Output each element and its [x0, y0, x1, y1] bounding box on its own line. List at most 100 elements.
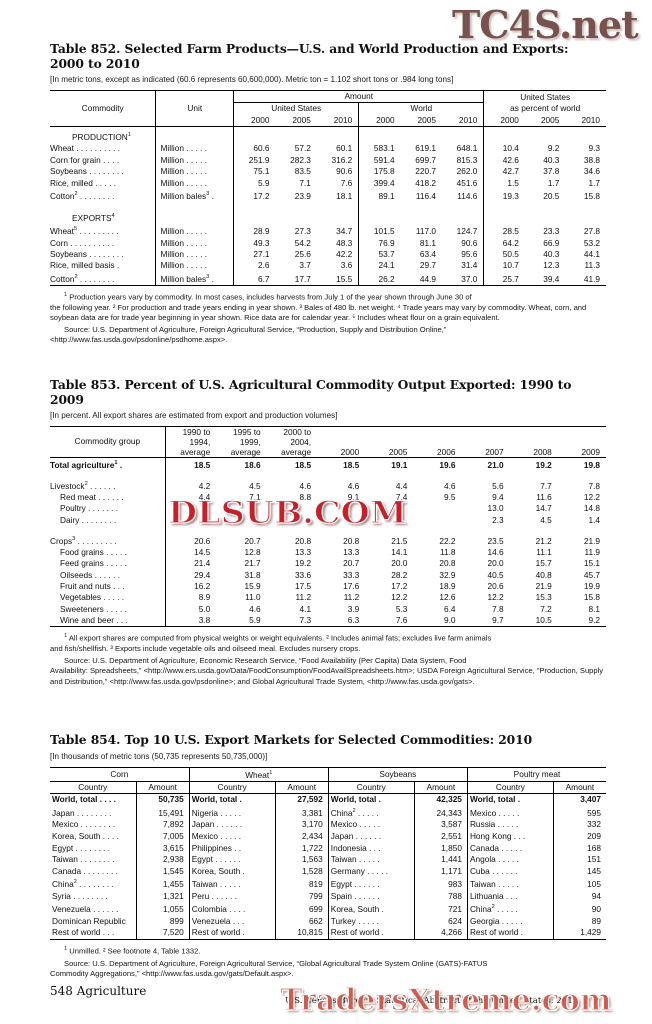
cell-value: 5.9: [249, 614, 261, 625]
cell-us: 90.6: [336, 166, 353, 177]
col-header-2007: 2007: [485, 447, 504, 457]
col-header-avg-1995-1999: 1995 to 1999, average: [230, 427, 261, 457]
cell-amount: 15,491: [135, 806, 190, 820]
cell-value: 9.7: [492, 614, 504, 625]
cell-value: 11.6: [536, 492, 552, 503]
cell-amount: 42,325: [413, 793, 468, 807]
cell-pct: 38.8: [583, 154, 600, 165]
table-854-footnotes: 1 Unmilled. ² See footnote 4, Table 1332…: [50, 945, 488, 978]
row-label: Livestock2 . . . . . .: [50, 480, 116, 491]
cell-world: 399.4: [358, 177, 401, 190]
row-label-commodity: Corn . . . . . . . . . .: [50, 237, 115, 248]
col-header-us-2000: 2000: [233, 114, 276, 127]
table-852-header-row-1: Commodity Unit Amount United States as p…: [50, 90, 606, 127]
cell-pct: 25.7: [483, 271, 525, 286]
cell-pct: 66.9: [543, 237, 560, 248]
section-header-row: PRODUCTION1: [50, 126, 606, 144]
cell-us: 60.6: [233, 143, 276, 155]
cell-value: 5.6: [492, 480, 504, 491]
table-853-headnote: [In percent. All export shares are estim…: [50, 411, 338, 420]
row-label: Food grains . . . . .: [60, 547, 127, 558]
cell-pct: 39.4: [543, 273, 560, 284]
table-row: Wine and beer . . . 3.8 5.9 7.3 6.3 7.6 9.0 9.…: [50, 614, 606, 627]
cell-value: 13.3: [294, 547, 312, 558]
cell-amount: 7,520: [135, 927, 190, 940]
row-label: Fruit and nuts . . .: [60, 580, 125, 591]
subheader-amount-wheat: Amount: [274, 781, 329, 794]
table-853-footnotes: 1 All export shares are computed from ph…: [50, 633, 604, 686]
cell-world: 53.7: [358, 248, 401, 261]
col-header-world: World: [358, 102, 484, 115]
row-label: Oilseeds . . . . . .: [60, 569, 120, 580]
cell-country: Angola . . . . .: [466, 854, 554, 866]
cell-country: Indonesia . . .: [327, 842, 415, 855]
cell-value: 12.2: [583, 492, 600, 503]
cell-value: 20.6: [164, 526, 217, 548]
cell-us: 3.6: [340, 260, 353, 271]
cell-value: 4.6: [443, 480, 456, 491]
cell-value: 15.9: [244, 580, 261, 591]
col-header-pct-2010: 2010: [581, 114, 600, 125]
cell-value: 9.2: [588, 614, 600, 625]
cell-country: Canada . . . . . . . .: [52, 865, 118, 876]
cell-amount: 1,441: [413, 854, 468, 866]
cell-world: 116.4: [415, 190, 436, 201]
cell-amount: 4,266: [413, 927, 468, 940]
row-label-commodity: Soybeans . . . . . . . .: [50, 248, 124, 259]
cell-country: Philippines . .: [188, 842, 276, 855]
cell-us: 27.3: [294, 226, 311, 237]
cell-value: [216, 515, 266, 526]
cell-country: Peru . . . . . .: [188, 890, 276, 903]
col-header-commodity: Commodity: [81, 102, 124, 113]
cell-country: Taiwan . . . . . . . .: [52, 854, 115, 865]
row-label: Sweeteners . . . . .: [60, 603, 127, 614]
cell-country: Egypt . . . . . .: [327, 877, 415, 891]
cell-amount: 3,615: [135, 842, 190, 855]
cell-value: 20.8: [294, 535, 312, 546]
cell-world: 81.1: [419, 237, 436, 248]
cell-us: 6.7: [233, 271, 276, 286]
col-header-us-pct-world: United States as percent of world: [483, 90, 606, 115]
table-row: Vegetables . . . . . 8.9 11.0 11.2 11.2 12.2…: [50, 592, 606, 604]
table-row: Soybeans . . . . . . . . Million . . . .…: [50, 166, 606, 178]
cell-country: Canada . . . . .: [466, 842, 554, 855]
cell-country: Venezuela . . .: [188, 915, 276, 928]
table-854-headnote: [In thousands of metric tons (50,735 rep…: [50, 751, 268, 761]
cell-value: 20.8: [343, 535, 360, 546]
cell-world: 175.8: [358, 166, 401, 178]
cell-us: 83.5: [294, 166, 311, 177]
cell-amount: 3,407: [552, 793, 606, 807]
cell-country: China2 . . . . .: [466, 902, 554, 916]
row-label: Dairy . . . . . . . .: [60, 514, 117, 525]
cell-value: [164, 503, 217, 515]
cell-country: Taiwan . . . . .: [327, 854, 415, 866]
cell-value: 20.7: [244, 535, 261, 546]
cell-amount: 3,170: [274, 819, 329, 831]
page-number-footer: 548 Agriculture: [50, 984, 147, 998]
cell-country: Rest of world .: [466, 927, 554, 940]
cell-us: 316.2: [331, 154, 353, 165]
cell-country: Russia . . . . .: [466, 819, 554, 831]
cell-amount: 7,892: [135, 819, 190, 831]
cell-value: 11.2: [343, 592, 360, 603]
cell-value: [365, 515, 413, 526]
cell-value: 7.7: [540, 480, 552, 491]
cell-country: Mexico . . . . .: [188, 831, 276, 843]
cell-world: 619.1: [415, 143, 436, 154]
cell-country: Lithuania . . .: [466, 890, 554, 903]
cell-amount: 50,735: [135, 793, 190, 807]
cell-value: 20.0: [391, 558, 408, 569]
table-row: Feed grains . . . . . 21.4 21.7 19.2 20.7 20…: [50, 558, 606, 570]
table-row: Taiwan . . . . . . . . 2,938 Egypt . . . …: [50, 854, 606, 866]
cell-world: 124.7: [456, 226, 478, 237]
cell-value: 18.5: [164, 457, 217, 472]
cell-value: 22.2: [439, 535, 456, 546]
col-header-amount: Amount: [233, 90, 484, 103]
cell-country: Egypt . . . . . . . .: [52, 842, 111, 853]
cell-value: 40.8: [535, 569, 552, 580]
table-row: Crops3 . . . . . . . . . 20.6 20.7 20.8 20.…: [50, 526, 606, 548]
subheader-country-poultry: Country: [466, 781, 554, 794]
cell-value: 4.4: [164, 492, 217, 504]
table-854-block: Table 854. Top 10 U.S. Export Markets fo…: [50, 732, 606, 979]
row-label-commodity: Rice, milled . . . . .: [50, 177, 116, 188]
